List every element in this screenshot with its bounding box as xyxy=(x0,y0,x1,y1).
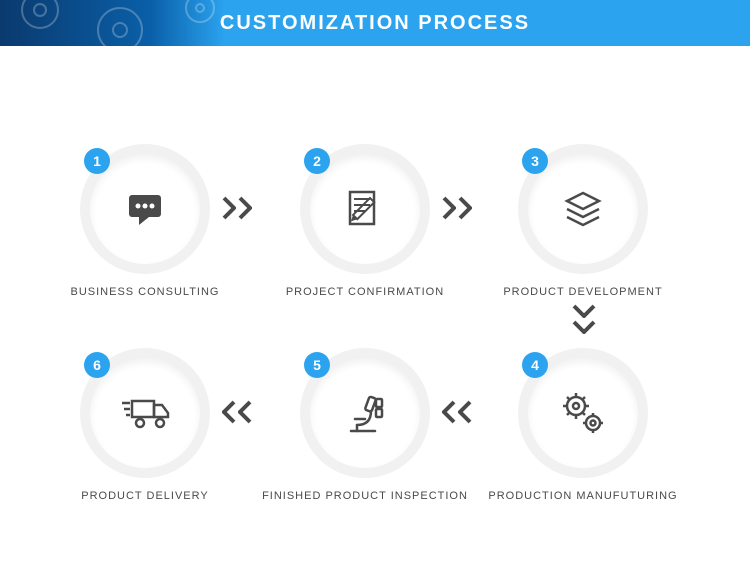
layers-icon xyxy=(559,185,607,233)
step-finished-product-inspection: 5 FINISHED PRODUCT INSPECTION xyxy=(265,358,465,502)
truck-icon xyxy=(118,389,172,437)
header-banner: CUSTOMIZATION PROCESS xyxy=(0,0,750,46)
step-label: PROJECT CONFIRMATION xyxy=(286,286,444,298)
step-number-badge: 1 xyxy=(84,148,110,174)
step-circle: 5 xyxy=(310,358,420,468)
gears-icon xyxy=(557,387,609,439)
step-number: 4 xyxy=(531,357,539,373)
step-number-badge: 6 xyxy=(84,352,110,378)
step-number-badge: 2 xyxy=(304,148,330,174)
document-pencil-icon xyxy=(340,184,390,234)
chevron-right-icon xyxy=(222,196,252,220)
step-number-badge: 3 xyxy=(522,148,548,174)
step-label: PRODUCT DELIVERY xyxy=(81,490,208,502)
header-title: CUSTOMIZATION PROCESS xyxy=(220,12,530,35)
step-number-badge: 5 xyxy=(304,352,330,378)
step-business-consulting: 1 BUSINESS CONSULTING xyxy=(45,154,245,298)
step-circle: 3 xyxy=(528,154,638,264)
step-number: 6 xyxy=(93,357,101,373)
step-circle: 2 xyxy=(310,154,420,264)
step-number: 3 xyxy=(531,153,539,169)
step-number-badge: 4 xyxy=(522,352,548,378)
chevron-left-icon xyxy=(222,400,252,424)
step-number: 5 xyxy=(313,357,321,373)
chevron-down-icon xyxy=(572,304,596,334)
step-label: BUSINESS CONSULTING xyxy=(71,286,220,298)
chat-icon xyxy=(121,185,169,233)
step-product-delivery: 6 PRODUCT DELIVERY xyxy=(45,358,245,502)
step-circle: 6 xyxy=(90,358,200,468)
step-label: PRODUCT DEVELOPMENT xyxy=(503,286,662,298)
microscope-icon xyxy=(341,389,389,437)
chevron-left-icon xyxy=(442,400,472,424)
step-number: 1 xyxy=(93,153,101,169)
step-label: FINISHED PRODUCT INSPECTION xyxy=(262,490,468,502)
step-production-manufacturing: 4 PRODUCTION MANUFUTURING xyxy=(483,358,683,502)
step-project-confirmation: 2 PROJECT CONFIRMATION xyxy=(265,154,465,298)
process-stage: 1 BUSINESS CONSULTING 2 xyxy=(0,46,750,573)
chevron-right-icon xyxy=(442,196,472,220)
step-product-development: 3 PRODUCT DEVELOPMENT xyxy=(483,154,683,298)
step-circle: 4 xyxy=(528,358,638,468)
step-number: 2 xyxy=(313,153,321,169)
step-circle: 1 xyxy=(90,154,200,264)
step-label: PRODUCTION MANUFUTURING xyxy=(488,490,677,502)
